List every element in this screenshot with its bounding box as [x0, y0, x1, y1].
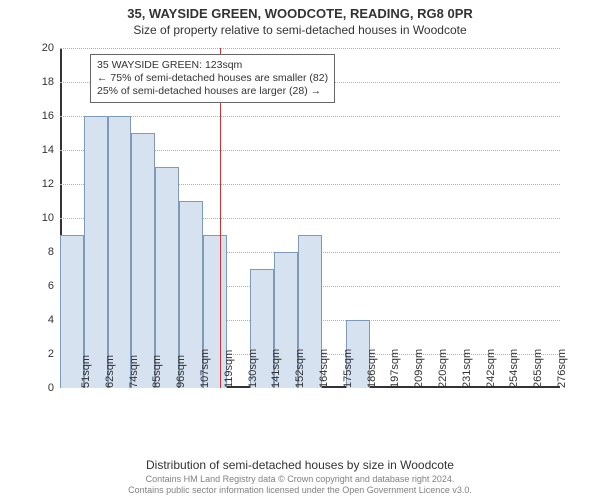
y-tick-label: 18 — [42, 76, 60, 88]
y-tick-label: 8 — [48, 246, 60, 258]
y-tick-label: 0 — [48, 382, 60, 394]
x-tick-label: 186sqm — [362, 349, 378, 388]
y-tick-label: 14 — [42, 144, 60, 156]
x-tick-label: 62sqm — [100, 355, 116, 388]
annotation-line-2: ← 75% of semi-detached houses are smalle… — [97, 72, 328, 85]
x-tick-label: 130sqm — [243, 349, 259, 388]
x-tick-label: 231sqm — [457, 349, 473, 388]
histogram-bar — [131, 133, 155, 388]
x-tick-label: 152sqm — [290, 349, 306, 388]
x-tick-label: 141sqm — [266, 349, 282, 388]
copyright-line-1: Contains HM Land Registry data © Crown c… — [0, 474, 600, 485]
x-tick-label: 51sqm — [76, 355, 92, 388]
chart-container: 35, WAYSIDE GREEN, WOODCOTE, READING, RG… — [0, 0, 600, 500]
histogram-bar — [108, 116, 132, 388]
chart-title: 35, WAYSIDE GREEN, WOODCOTE, READING, RG… — [0, 0, 600, 21]
x-tick-label: 220sqm — [433, 349, 449, 388]
gridline — [60, 48, 560, 49]
copyright-notice: Contains HM Land Registry data © Crown c… — [0, 474, 600, 496]
x-tick-label: 164sqm — [314, 349, 330, 388]
x-tick-label: 107sqm — [195, 349, 211, 388]
x-tick-label: 242sqm — [481, 349, 497, 388]
x-tick-label: 96sqm — [171, 355, 187, 388]
annotation-line-3: 25% of semi-detached houses are larger (… — [97, 85, 328, 98]
plot-area: 0246810121416182051sqm62sqm74sqm85sqm96s… — [60, 48, 560, 388]
y-tick-label: 16 — [42, 110, 60, 122]
x-tick-label: 74sqm — [124, 355, 140, 388]
x-tick-label: 85sqm — [147, 355, 163, 388]
annotation-box: 35 WAYSIDE GREEN: 123sqm← 75% of semi-de… — [90, 54, 335, 103]
gridline — [60, 116, 560, 117]
x-tick-label: 276sqm — [552, 349, 568, 388]
copyright-line-2: Contains public sector information licen… — [0, 485, 600, 496]
x-tick-label: 119sqm — [219, 350, 235, 388]
x-tick-label: 265sqm — [528, 349, 544, 388]
y-tick-label: 6 — [48, 280, 60, 292]
y-tick-label: 20 — [42, 42, 60, 54]
y-tick-label: 12 — [42, 178, 60, 190]
annotation-line-1: 35 WAYSIDE GREEN: 123sqm — [97, 59, 328, 72]
y-tick-label: 4 — [48, 314, 60, 326]
x-tick-label: 175sqm — [338, 349, 354, 388]
histogram-bar — [84, 116, 108, 388]
x-tick-label: 254sqm — [504, 349, 520, 388]
y-tick-label: 2 — [48, 348, 60, 360]
x-tick-label: 209sqm — [409, 349, 425, 388]
y-tick-label: 10 — [42, 212, 60, 224]
x-tick-label: 197sqm — [385, 349, 401, 388]
chart-subtitle: Size of property relative to semi-detach… — [0, 21, 600, 37]
x-axis-label: Distribution of semi-detached houses by … — [0, 458, 600, 472]
